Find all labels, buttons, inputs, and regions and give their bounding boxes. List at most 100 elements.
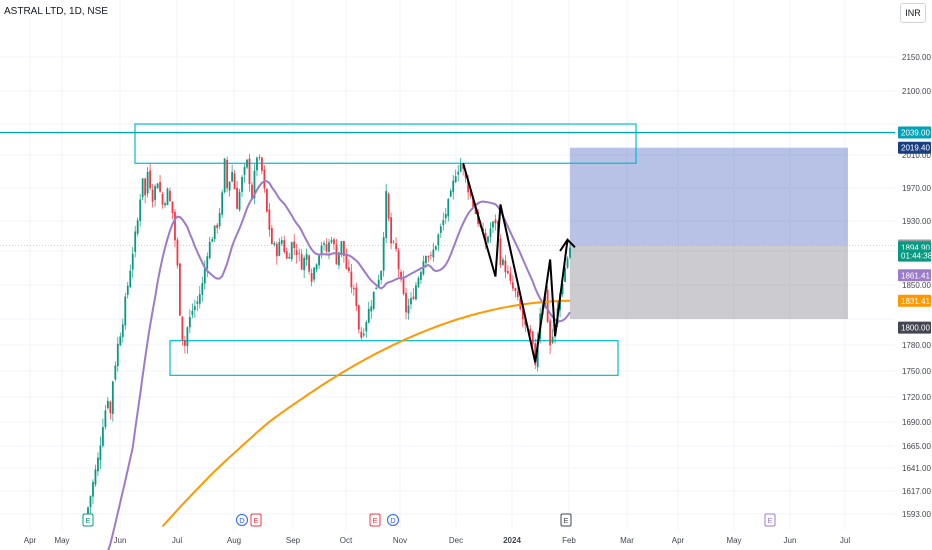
candle-body xyxy=(164,203,166,206)
candle-body xyxy=(551,336,554,343)
candle-body xyxy=(395,243,397,250)
candle-body xyxy=(333,239,335,245)
candle-body xyxy=(226,159,229,189)
time-tick-label: 2024 xyxy=(503,536,521,545)
price-tick-label: 2010.00 xyxy=(902,151,931,160)
candle-body xyxy=(268,209,271,230)
candle-body xyxy=(566,258,569,268)
candle-body xyxy=(499,238,502,266)
candle-body xyxy=(213,225,216,240)
candle-body xyxy=(516,291,519,297)
candle-body xyxy=(444,213,447,219)
candle-body xyxy=(293,241,296,248)
candle-body xyxy=(546,289,549,322)
candle-body xyxy=(372,291,375,309)
candle-body xyxy=(529,328,532,333)
candle-body xyxy=(121,324,124,337)
candle-body xyxy=(315,264,318,270)
candle-body xyxy=(569,247,571,258)
price-label-text: 2039.00 xyxy=(901,129,930,138)
candle-body xyxy=(151,189,154,202)
candle-body xyxy=(278,242,281,256)
candle-body xyxy=(400,271,402,280)
candle-body xyxy=(218,212,221,227)
candle-body xyxy=(509,273,512,281)
time-tick-label: Apr xyxy=(672,536,685,545)
candle-body xyxy=(283,240,286,252)
candle-body xyxy=(325,244,328,252)
candle-body xyxy=(161,193,164,205)
candle-body xyxy=(536,339,539,368)
dividend-marker xyxy=(387,514,399,526)
chart-zones xyxy=(0,123,895,376)
event-marker-label: E xyxy=(253,516,258,525)
candle-body xyxy=(469,192,472,196)
candle-body xyxy=(106,400,109,409)
candle-body xyxy=(382,237,385,271)
candle-body xyxy=(166,188,169,206)
time-tick-label: Mar xyxy=(620,536,634,545)
candle-body xyxy=(462,165,465,169)
candle-body xyxy=(139,199,142,221)
candle-body xyxy=(188,317,191,328)
time-tick-label: May xyxy=(726,536,741,545)
time-axis[interactable]: Apr May Jun Jul Aug Sep Oct Nov Dec 2024 Feb Mar Apr… xyxy=(24,536,851,545)
price-label-text: 1800.00 xyxy=(901,324,930,333)
candle-body xyxy=(457,171,460,175)
candle-body xyxy=(124,296,127,326)
candle-body xyxy=(248,158,251,184)
earnings-marker xyxy=(369,513,381,527)
time-tick-label: Sep xyxy=(286,536,301,545)
price-label-bg xyxy=(898,249,931,262)
price-tick-label: 1593.00 xyxy=(902,510,931,519)
candle-body xyxy=(347,267,350,271)
candle-body xyxy=(402,277,405,294)
candle-body xyxy=(208,241,211,259)
candle-body xyxy=(343,240,345,256)
candle-body xyxy=(216,224,219,229)
candle-body xyxy=(265,188,268,212)
candle-body xyxy=(89,496,92,508)
time-tick-label: Jul xyxy=(840,536,850,545)
event-marker-label: E xyxy=(85,516,90,525)
candle-body xyxy=(407,305,410,314)
earnings-marker xyxy=(764,513,776,527)
candle-body xyxy=(171,201,174,214)
candle-body xyxy=(92,482,94,497)
candle-body xyxy=(412,296,415,299)
candle-body xyxy=(99,445,102,461)
top-zone xyxy=(134,123,637,164)
time-tick-label: Dec xyxy=(449,536,463,545)
candle-body xyxy=(427,256,430,258)
candle-body xyxy=(104,410,107,427)
candle-body xyxy=(275,243,278,257)
candle-body xyxy=(380,270,383,280)
time-tick-label: Oct xyxy=(340,536,353,545)
currency-selector[interactable]: INR xyxy=(900,3,926,23)
candle-body xyxy=(228,181,231,191)
candle-body xyxy=(534,343,537,365)
price-label-bg xyxy=(898,321,931,334)
candle-body xyxy=(241,177,243,192)
price-label-text: 01:44:38 xyxy=(901,252,932,261)
candle-body xyxy=(365,322,368,332)
time-tick-label: Aug xyxy=(227,536,241,545)
candle-body xyxy=(514,288,517,292)
candle-body xyxy=(156,183,159,189)
drawings xyxy=(462,162,576,363)
candle-body xyxy=(300,254,303,270)
candle-body xyxy=(111,381,114,414)
candle-body xyxy=(256,157,258,171)
candle-body xyxy=(320,245,323,254)
candle-body xyxy=(243,167,246,175)
candle-body xyxy=(211,239,214,242)
candle-body xyxy=(280,240,283,244)
price-label-bg xyxy=(898,126,931,139)
candle-body xyxy=(129,270,132,288)
candle-body xyxy=(109,401,112,414)
candle-body xyxy=(437,234,440,246)
time-tick-label: Nov xyxy=(393,536,407,545)
price-label-text: 2019.40 xyxy=(901,144,930,153)
